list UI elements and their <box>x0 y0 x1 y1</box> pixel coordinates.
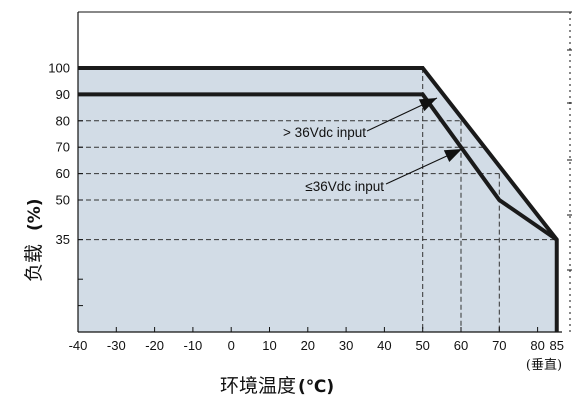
x-tick-label-0: 0 <box>228 338 235 353</box>
x-tick-label-70: 70 <box>492 338 506 353</box>
y-tick-label-50: 50 <box>56 193 70 208</box>
x-axis-title-unit: (℃) <box>298 377 334 397</box>
x-tick-label-10: 10 <box>262 338 276 353</box>
y-tick-label-90: 90 <box>56 87 70 102</box>
x-axis-note: (垂直) <box>526 358 562 373</box>
y-axis-title-main: 负载 <box>23 244 45 282</box>
annotation-arrow-high <box>366 97 438 132</box>
x-tick-label-85: 85 <box>550 338 564 353</box>
y-tick-label-35: 35 <box>56 232 70 247</box>
x-tick-label-80: 80 <box>530 338 544 353</box>
y-tick-label-60: 60 <box>56 166 70 181</box>
y-tick-label-100: 100 <box>48 61 70 76</box>
operating-area <box>78 68 557 332</box>
x-tick-label--10: -10 <box>184 338 203 353</box>
x-tick-label-40: 40 <box>377 338 391 353</box>
y-tick-label-70: 70 <box>56 140 70 155</box>
series-line-0 <box>78 66 559 332</box>
x-tick-label--40: -40 <box>69 338 88 353</box>
x-tick-label-20: 20 <box>301 338 315 353</box>
x-axis-title-main: 环境温度 <box>220 375 296 397</box>
x-axis-title: 环境温度 (℃) <box>220 375 334 397</box>
y-axis-title-unit: (%) <box>25 198 45 231</box>
annotation-low-input: ≤36Vdc input <box>305 179 384 194</box>
annotation-arrow-low <box>385 148 463 185</box>
annotation-arrow-low-head <box>443 149 462 163</box>
series-line-1 <box>78 92 558 242</box>
x-tick-label--30: -30 <box>107 338 126 353</box>
x-tick-label-50: 50 <box>415 338 429 353</box>
annotation-high-input: > 36Vdc input <box>283 125 366 140</box>
y-axis-title: 负载 (%) <box>23 198 45 282</box>
y-tick-label-80: 80 <box>56 113 70 128</box>
annotation-arrow-high-head <box>418 98 437 112</box>
x-tick-label-30: 30 <box>339 338 353 353</box>
x-tick-label-60: 60 <box>454 338 468 353</box>
x-tick-label--20: -20 <box>145 338 164 353</box>
